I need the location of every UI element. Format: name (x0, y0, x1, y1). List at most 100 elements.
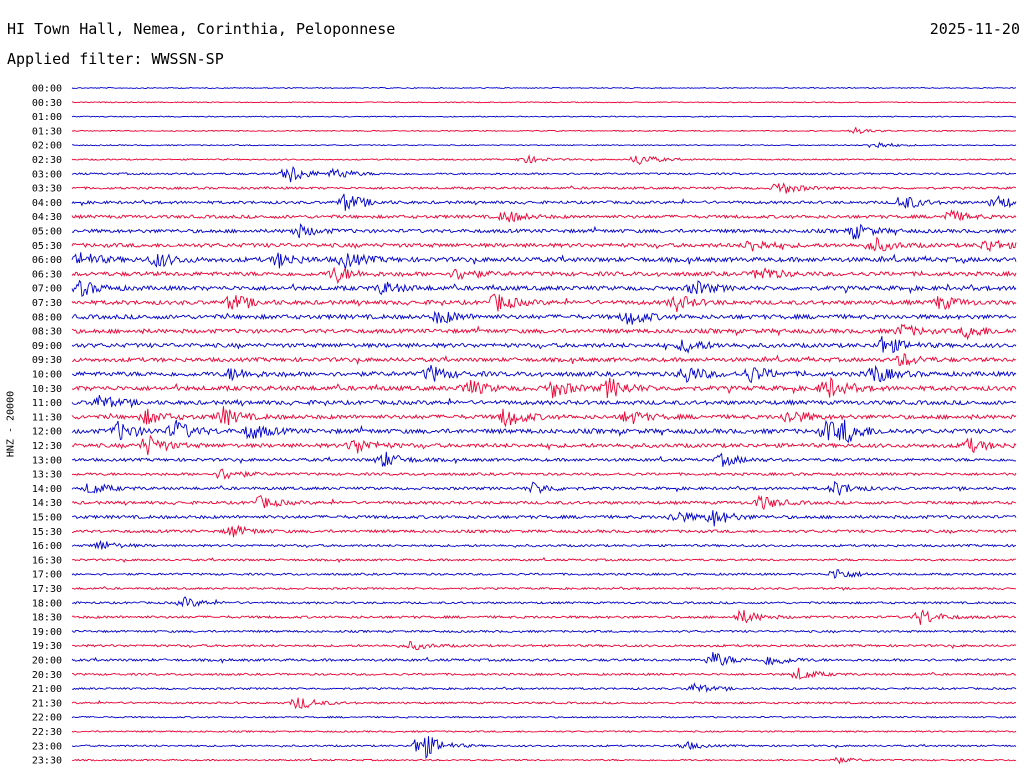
time-tick-label: 17:00 (32, 570, 62, 581)
time-tick-label: 06:30 (32, 269, 62, 280)
trace-line (71, 86, 1017, 90)
trace-line (71, 586, 1016, 591)
trace-line (71, 419, 1016, 444)
time-tick-label: 11:00 (32, 398, 62, 409)
trace-line (71, 524, 1017, 538)
time-tick-label: 12:00 (32, 427, 62, 438)
time-tick-label: 02:30 (32, 155, 62, 166)
time-tick-label: 18:00 (32, 598, 62, 609)
time-tick-label: 04:00 (32, 198, 62, 209)
trace-line (71, 640, 1017, 651)
time-tick-label: 15:00 (32, 513, 62, 524)
trace-line (71, 539, 1017, 550)
time-tick-label: 13:30 (32, 470, 62, 481)
trace-line (71, 336, 1017, 354)
trace-line (71, 293, 1017, 313)
time-tick-label: 23:00 (32, 741, 62, 752)
time-tick-label: 13:00 (32, 455, 62, 466)
trace-line (71, 494, 1017, 511)
time-tick-label: 12:30 (32, 441, 62, 452)
trace-line (71, 629, 1017, 634)
trace-line (71, 310, 1017, 325)
time-tick-label: 21:00 (32, 684, 62, 695)
time-tick-label: 02:00 (32, 141, 62, 152)
trace-line (71, 651, 1017, 666)
trace-line (71, 165, 1017, 183)
time-tick-label: 14:30 (32, 498, 62, 509)
time-tick-label: 16:00 (32, 541, 62, 552)
time-tick-label: 04:30 (32, 212, 62, 223)
trace-line (71, 266, 1017, 285)
trace-line (71, 115, 1016, 118)
trace-line (71, 451, 1017, 467)
time-tick-label: 17:30 (32, 584, 62, 595)
time-tick-label: 22:30 (32, 727, 62, 738)
time-tick-label: 03:00 (32, 169, 62, 180)
trace-line (71, 730, 1017, 733)
time-tick-label: 09:30 (32, 355, 62, 366)
time-tick-label: 21:30 (32, 698, 62, 709)
time-tick-label: 14:00 (32, 484, 62, 495)
trace-line (71, 376, 1017, 399)
trace-line (71, 323, 1017, 341)
trace-line (71, 141, 1017, 149)
date-label: 2025-11-20 (929, 20, 1020, 38)
trace-line (71, 556, 1017, 564)
time-tick-label: 11:30 (32, 412, 62, 423)
trace-line (71, 569, 1017, 579)
time-tick-label: 20:30 (32, 670, 62, 681)
time-tick-label: 08:30 (32, 327, 62, 338)
station-title: HI Town Hall, Nemea, Corinthia, Peloponn… (7, 20, 396, 38)
trace-line (71, 236, 1017, 253)
time-tick-label: 07:30 (32, 298, 62, 309)
trace-line (71, 209, 1017, 223)
time-tick-label: 20:00 (32, 656, 62, 667)
time-tick-label: 19:30 (32, 641, 62, 652)
time-tick-label: 01:00 (32, 112, 62, 123)
trace-line (71, 279, 1017, 297)
time-tick-label: 15:30 (32, 527, 62, 538)
time-tick-label: 07:00 (32, 284, 62, 295)
time-tick-label: 10:30 (32, 384, 62, 395)
time-tick-label: 09:00 (32, 341, 62, 352)
time-tick-label: 06:00 (32, 255, 62, 266)
trace-line (71, 193, 1017, 211)
time-tick-label: 22:00 (32, 713, 62, 724)
trace-line (71, 182, 1016, 194)
time-tick-label: 19:00 (32, 627, 62, 638)
trace-line (71, 101, 1017, 104)
trace-line (71, 434, 1017, 456)
time-tick-label: 18:30 (32, 613, 62, 624)
time-tick-label: 23:30 (32, 756, 62, 767)
trace-line (71, 364, 1017, 384)
trace-line (72, 510, 1017, 527)
trace-line (71, 715, 1017, 719)
trace-line (71, 596, 1017, 608)
trace-line (71, 756, 1017, 765)
trace-line (71, 223, 1017, 240)
trace-line (71, 352, 1017, 367)
time-tick-label: 05:00 (32, 227, 62, 238)
time-tick-label: 16:30 (32, 555, 62, 566)
time-tick-label: 03:30 (32, 184, 62, 195)
trace-line (71, 697, 1017, 710)
time-tick-label: 10:00 (32, 370, 62, 381)
filter-label: Applied filter: WWSSN-SP (7, 50, 224, 68)
trace-line (71, 682, 1017, 693)
time-tick-label: 00:00 (32, 84, 62, 95)
trace-line (71, 609, 1016, 625)
trace-line (71, 252, 1017, 270)
time-tick-label: 01:30 (32, 126, 62, 137)
trace-line (71, 406, 1017, 428)
trace-line (71, 480, 1017, 496)
trace-line (71, 736, 1017, 760)
trace-line (71, 468, 1017, 480)
time-tick-label: 05:30 (32, 241, 62, 252)
time-tick-label: 00:30 (32, 98, 62, 109)
trace-line (71, 154, 1016, 166)
trace-line (71, 126, 1017, 135)
trace-line (71, 394, 1017, 409)
time-tick-label: 08:00 (32, 312, 62, 323)
trace-line (72, 667, 1017, 680)
